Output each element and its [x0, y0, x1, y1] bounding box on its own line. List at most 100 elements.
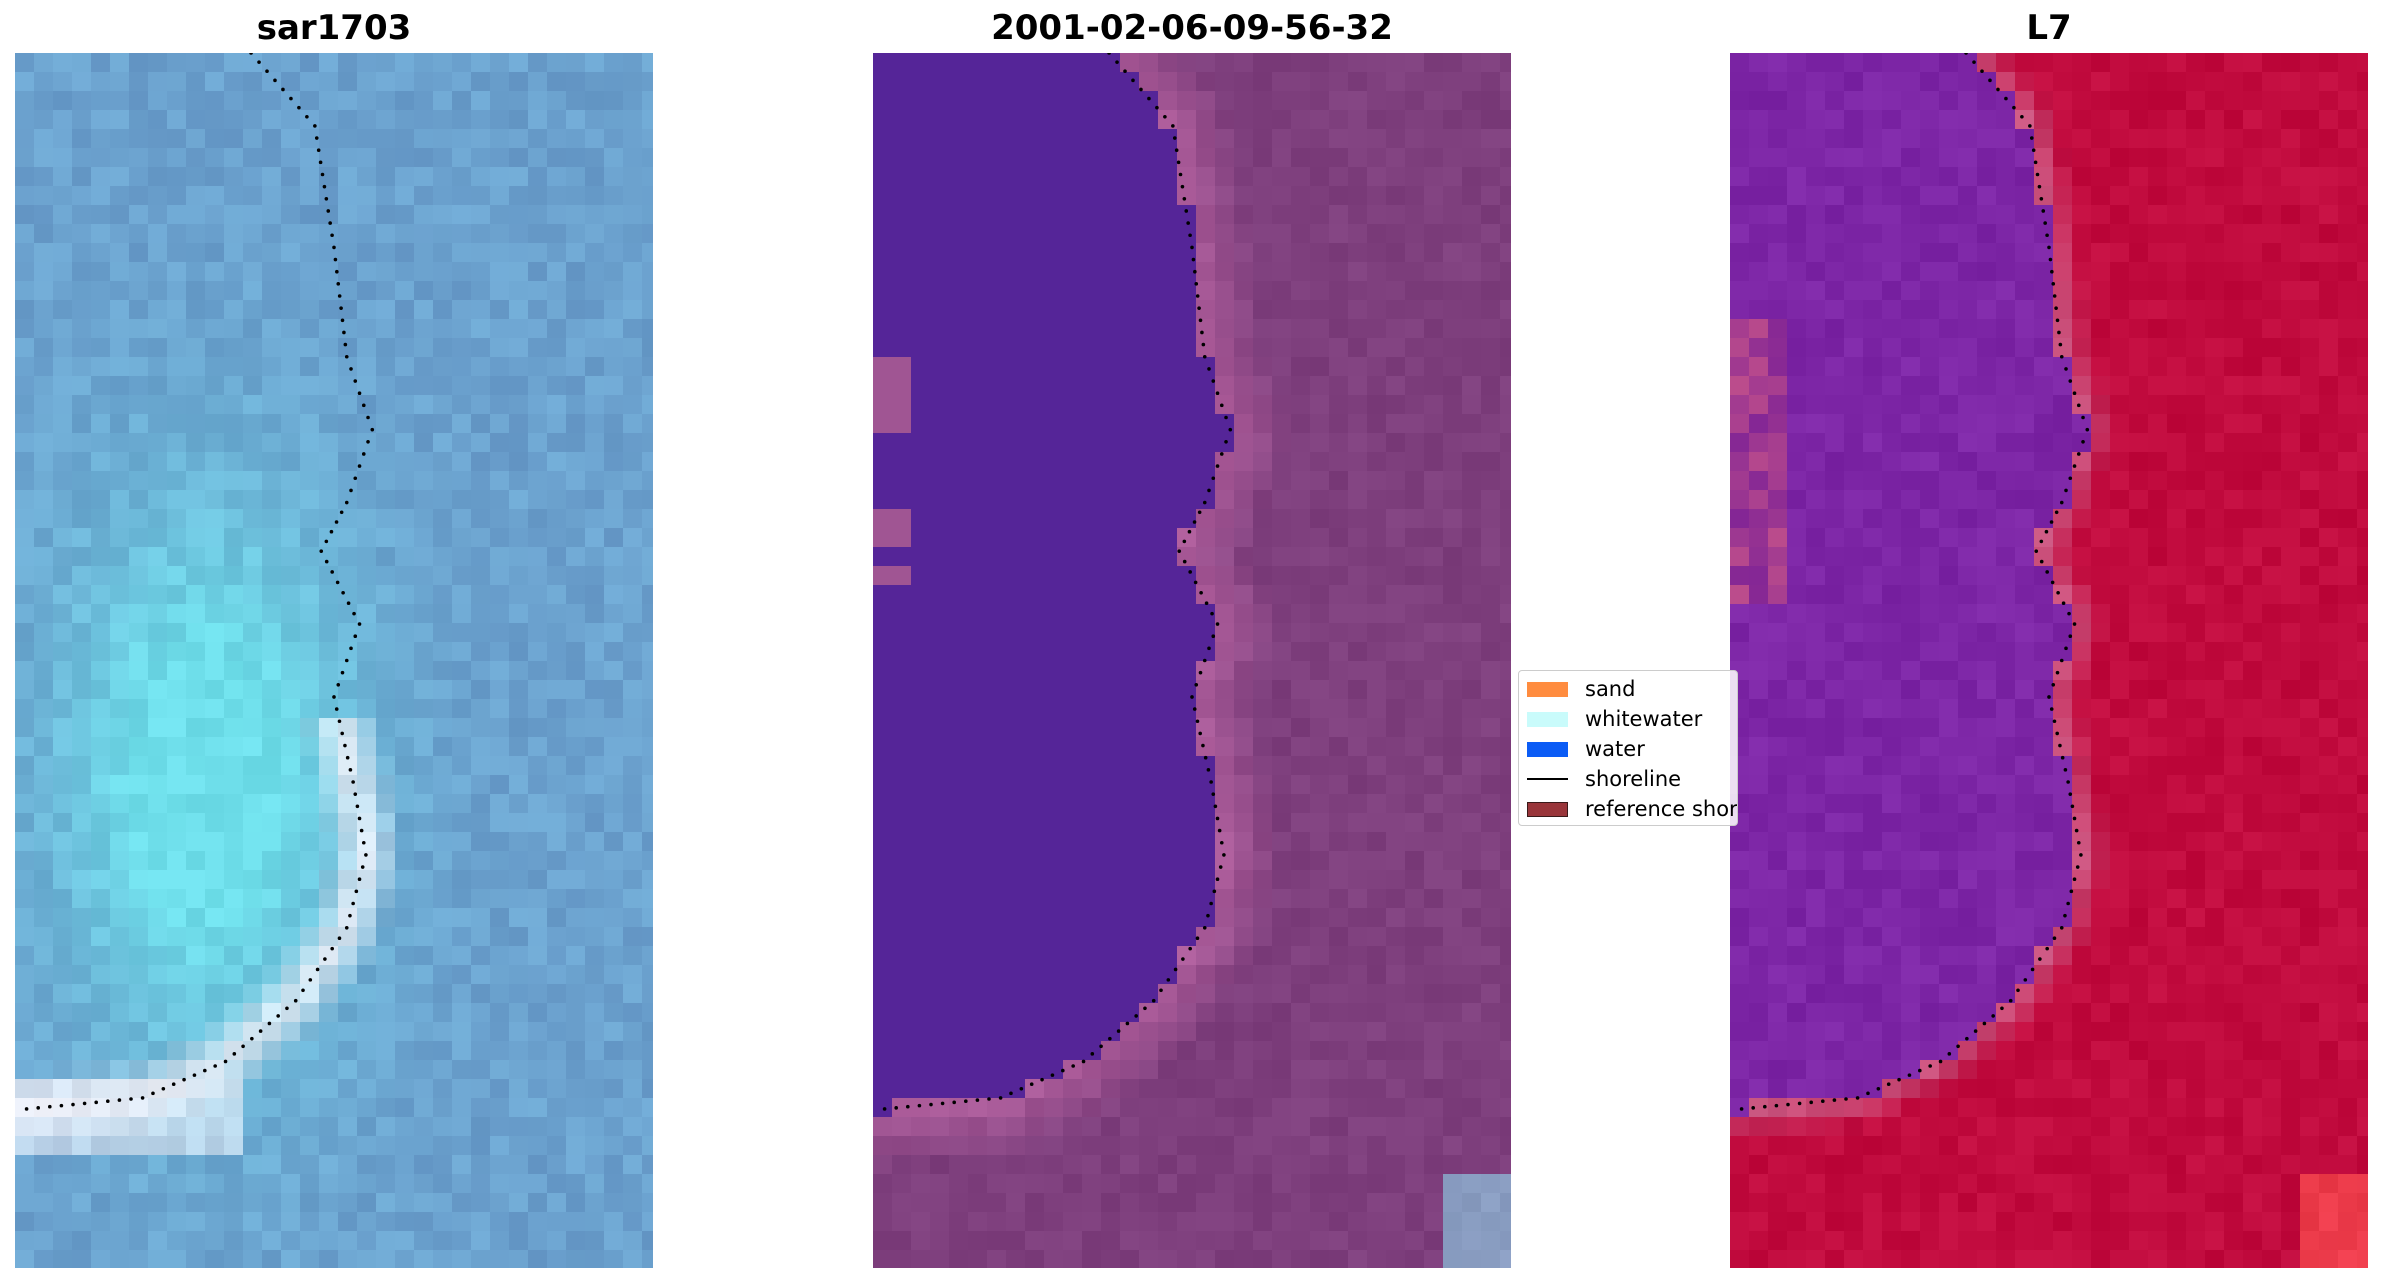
raster-pixel	[15, 509, 35, 529]
raster-pixel	[338, 1250, 358, 1268]
raster-pixel	[338, 490, 358, 510]
raster-pixel	[528, 528, 548, 548]
raster-pixel	[262, 699, 282, 719]
raster-pixel	[148, 623, 168, 643]
raster-pixel	[873, 680, 893, 700]
raster-pixel	[490, 718, 510, 738]
raster-pixel	[15, 680, 35, 700]
raster-pixel	[930, 1193, 950, 1213]
raster-pixel	[243, 129, 263, 149]
raster-pixel	[34, 395, 54, 415]
raster-pixel	[585, 129, 605, 149]
raster-pixel	[490, 490, 510, 510]
raster-pixel	[1063, 927, 1083, 947]
raster-pixel	[1234, 300, 1254, 320]
raster-pixel	[1272, 1060, 1292, 1080]
shoreline-point	[1090, 1052, 1095, 1056]
raster-pixel	[110, 642, 130, 662]
raster-pixel	[338, 566, 358, 586]
raster-pixel	[1500, 794, 1511, 814]
raster-pixel	[1424, 604, 1444, 624]
raster-pixel	[1082, 110, 1102, 130]
raster-pixel	[15, 908, 35, 928]
raster-pixel	[395, 756, 415, 776]
raster-pixel	[1139, 357, 1159, 377]
raster-pixel	[1977, 91, 1997, 111]
raster-pixel	[433, 794, 453, 814]
raster-pixel	[1253, 1079, 1273, 1099]
shoreline-point	[324, 539, 329, 544]
raster-pixel	[338, 72, 358, 92]
raster-pixel	[395, 1250, 415, 1268]
raster-pixel	[1025, 148, 1045, 168]
raster-pixel	[490, 946, 510, 966]
raster-pixel	[623, 1231, 643, 1251]
raster-pixel	[414, 1041, 434, 1061]
raster-pixel	[281, 813, 301, 833]
raster-pixel	[2243, 205, 2263, 225]
raster-pixel	[110, 433, 130, 453]
raster-pixel	[1101, 889, 1121, 909]
raster-pixel	[1234, 376, 1254, 396]
raster-pixel	[1139, 1041, 1159, 1061]
shoreline-point	[1190, 245, 1194, 250]
shoreline-point	[59, 1103, 64, 1108]
raster-pixel	[338, 1136, 358, 1156]
raster-pixel	[987, 566, 1007, 586]
raster-pixel	[414, 946, 434, 966]
raster-pixel	[129, 889, 149, 909]
raster-pixel	[892, 889, 912, 909]
raster-pixel	[1443, 433, 1463, 453]
raster-pixel	[2053, 110, 2073, 130]
raster-pixel	[1443, 566, 1463, 586]
raster-pixel	[566, 775, 586, 795]
raster-pixel	[1253, 357, 1273, 377]
raster-pixel	[1424, 471, 1444, 491]
raster-pixel	[1234, 53, 1254, 73]
raster-pixel	[243, 319, 263, 339]
raster-pixel	[1310, 718, 1330, 738]
raster-pixel	[604, 414, 624, 434]
raster-pixel	[490, 889, 510, 909]
raster-pixel	[1196, 338, 1216, 358]
raster-pixel	[319, 566, 339, 586]
raster-pixel	[566, 1098, 586, 1118]
raster-pixel	[949, 490, 969, 510]
raster-pixel	[1177, 528, 1197, 548]
raster-pixel	[72, 1003, 92, 1023]
raster-pixel	[1787, 243, 1807, 263]
raster-pixel	[490, 1174, 510, 1194]
raster-pixel	[91, 376, 111, 396]
raster-pixel	[414, 433, 434, 453]
raster-pixel	[1234, 680, 1254, 700]
raster-pixel	[15, 395, 35, 415]
raster-pixel	[873, 908, 893, 928]
raster-pixel	[1025, 1136, 1045, 1156]
raster-pixel	[2243, 243, 2263, 263]
raster-pixel	[1424, 1136, 1444, 1156]
raster-pixel	[53, 376, 73, 396]
raster-pixel	[129, 414, 149, 434]
raster-pixel	[623, 870, 643, 890]
raster-pixel	[1844, 53, 1864, 73]
raster-pixel	[911, 281, 931, 301]
raster-pixel	[1386, 281, 1406, 301]
raster-pixel	[1996, 148, 2016, 168]
raster-pixel	[1443, 91, 1463, 111]
raster-pixel	[205, 53, 225, 73]
shoreline-point	[1207, 367, 1211, 371]
raster-pixel	[1939, 129, 1959, 149]
raster-pixel	[509, 357, 529, 377]
raster-pixel	[949, 1231, 969, 1251]
raster-pixel	[1101, 205, 1121, 225]
raster-pixel	[2053, 262, 2073, 282]
raster-pixel	[1329, 680, 1349, 700]
raster-pixel	[1901, 281, 1921, 301]
raster-pixel	[509, 718, 529, 738]
raster-pixel	[433, 1231, 453, 1251]
raster-pixel	[490, 1136, 510, 1156]
raster-pixel	[1177, 1041, 1197, 1061]
raster-pixel	[72, 338, 92, 358]
raster-pixel	[357, 813, 377, 833]
